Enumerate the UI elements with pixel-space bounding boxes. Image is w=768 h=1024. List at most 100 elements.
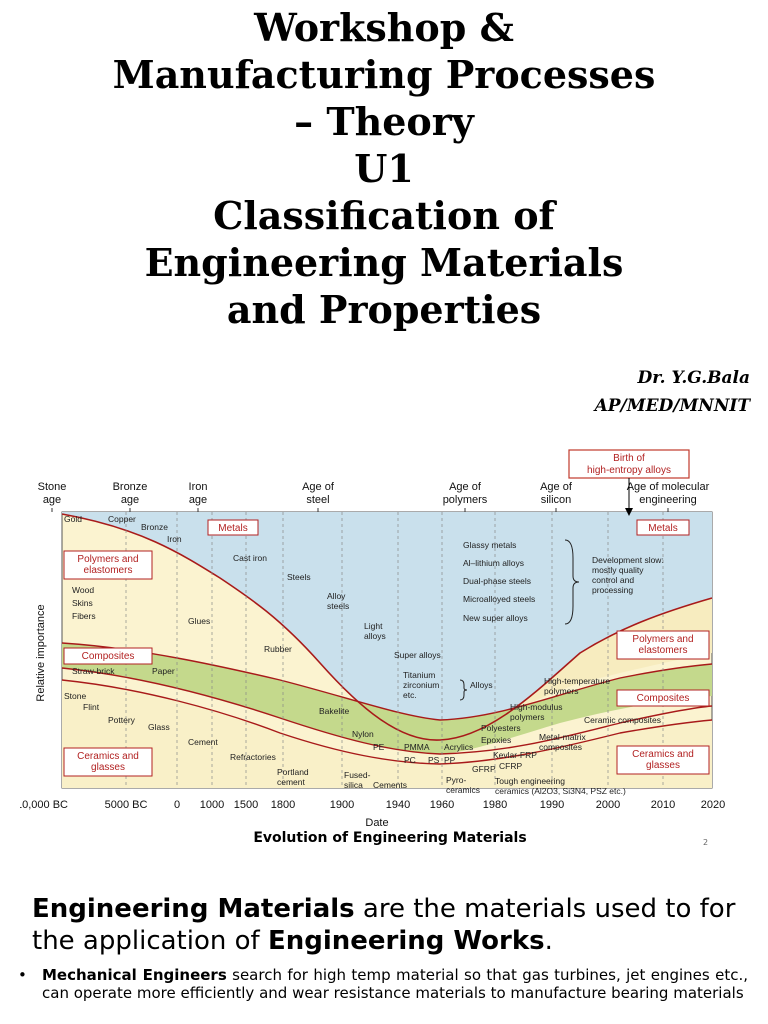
- arrow-head-icon: [625, 508, 633, 516]
- title-line: – Theory: [294, 99, 474, 144]
- slide-number: 2: [703, 838, 709, 847]
- x-tick-label: 1960: [430, 799, 454, 811]
- annotation: PP: [444, 755, 456, 765]
- materials-evolution-figure: 10,000 BC 5000 BC 0 1000 1500 1800 1900 1940 196…: [20, 448, 740, 838]
- annotation: Glues: [188, 616, 210, 626]
- age-label: Age of polymers: [443, 481, 488, 506]
- annotation: Straw-brick: [72, 666, 115, 676]
- annotation: Pyro-ceramics: [446, 775, 480, 795]
- annotation: Iron: [167, 534, 182, 544]
- author-name: Dr. Y.G.Bala: [637, 368, 750, 388]
- annotation: Steels: [287, 572, 311, 582]
- annotation: Alloy steels: [327, 591, 349, 611]
- title-line: Engineering Materials: [144, 240, 624, 285]
- annotation: Refractories: [230, 752, 276, 762]
- annotation: Portland cement: [277, 767, 309, 787]
- annotation: PS: [428, 755, 440, 765]
- annotation: Wood: [72, 585, 94, 595]
- bullet-list: • Mechanical Engineers search for high t…: [18, 966, 748, 1002]
- annotation: Fused-silica: [344, 770, 371, 790]
- x-tick-label: 10,000 BC: [20, 799, 68, 811]
- composites-right-label-box: [616, 689, 710, 707]
- ceramics-region: [62, 680, 712, 788]
- annotation: Nylon: [352, 729, 374, 739]
- intro-term-2: Engineering Works: [267, 926, 545, 956]
- metals-right-label: Metals: [648, 523, 677, 534]
- age-label: Age of molecular engineering: [627, 481, 710, 506]
- annotation: Bakelite: [319, 706, 350, 716]
- annotation: CFRP: [499, 761, 522, 771]
- age-label: Stone age: [38, 481, 67, 506]
- annotation: New super alloys: [463, 613, 528, 623]
- annotation: Cements: [373, 780, 407, 790]
- age-label: Age of silicon: [540, 481, 573, 506]
- annotation: Pottery: [108, 715, 136, 725]
- annotation: Skins: [72, 598, 93, 608]
- title-line: Workshop &: [254, 5, 514, 50]
- annotation: Kevlar-FRP: [493, 750, 537, 760]
- polymers-right-label: Polymers and elastomers: [632, 634, 693, 656]
- x-tick-label: 1800: [271, 799, 295, 811]
- composites-boundary: [61, 667, 713, 755]
- annotation: Cast iron: [233, 553, 267, 563]
- intro-term: Engineering Materials: [32, 894, 355, 924]
- annotation: Dual-phase steels: [463, 576, 531, 586]
- annotation: Glassy metals: [463, 540, 516, 550]
- title-line: U1: [354, 146, 414, 191]
- composites-band: [62, 643, 712, 754]
- y-axis-label: Relative importance: [35, 604, 47, 701]
- bullet-lead: Mechanical Engineers: [42, 966, 227, 984]
- annotation: Paper: [152, 666, 175, 676]
- figure-caption: Evolution of Engineering Materials: [253, 830, 527, 846]
- polymers-left-label: Polymers and elastomers: [77, 554, 138, 576]
- annotation: Fibers: [72, 611, 96, 621]
- annotation: Epoxies: [481, 735, 511, 745]
- x-tick-label: 1980: [483, 799, 507, 811]
- brace-icon: [459, 679, 468, 701]
- polymers-boundary: [61, 642, 713, 721]
- x-tick-label: 2000: [596, 799, 620, 811]
- annotation: High-temperature polymers: [544, 676, 610, 696]
- x-tick-label: 1990: [540, 799, 564, 811]
- x-tick-label: 1940: [386, 799, 410, 811]
- annotation: Rubber: [264, 644, 292, 654]
- ceramics-left-label: Ceramics and glasses: [77, 751, 139, 773]
- annotation: Microalloyed steels: [463, 594, 535, 604]
- annotation: Ceramic composites: [584, 715, 661, 725]
- annotation: PE: [373, 742, 385, 752]
- annotation: Cement: [188, 737, 218, 747]
- annotation: Copper: [108, 514, 136, 524]
- annotation: Development slow: mostly quality control a…: [592, 555, 664, 595]
- annotation: GFRP: [472, 764, 496, 774]
- composites-right-label: Composites: [637, 693, 690, 704]
- annotation: Tough engineering ceramics (Al2O3, Si3N4,…: [495, 776, 626, 796]
- age-label: Bronze age: [113, 481, 148, 506]
- bullet-text: search for high temp material so that ga…: [42, 966, 748, 1002]
- annotation: Polyesters: [481, 723, 521, 733]
- x-tick-label: 0: [174, 799, 180, 811]
- annotation: Stone: [64, 691, 86, 701]
- x-tick-label: 1000: [200, 799, 224, 811]
- metals-boundary: [61, 513, 713, 741]
- annotation: PMMA: [404, 742, 430, 752]
- annotation: Light alloys: [364, 621, 386, 641]
- annotation: PC: [404, 755, 416, 765]
- x-tick-label: 5000 BC: [105, 799, 148, 811]
- intro-paragraph: Engineering Materials are the materials …: [32, 893, 752, 957]
- annotation: Titanium zirconium etc.: [403, 670, 439, 700]
- ceramics-left-label-box: [63, 747, 153, 777]
- x-tick-label: 1900: [330, 799, 354, 811]
- composites-left-label: Composites: [82, 651, 135, 662]
- author-affiliation: AP/MED/MNNIT: [594, 396, 750, 416]
- author-block: Dr. Y.G.Bala AP/MED/MNNIT: [595, 364, 750, 420]
- list-item: • Mechanical Engineers search for high t…: [18, 966, 748, 1002]
- ceramics-boundary: [61, 679, 713, 765]
- annotation: Alloys: [470, 680, 493, 690]
- x-axis-label: Date: [365, 817, 388, 828]
- metals-region: [62, 512, 712, 741]
- intro-end: .: [544, 926, 553, 956]
- ceramics-right-label-box: [616, 745, 710, 775]
- metals-right-label-box: [636, 519, 690, 536]
- title-line: and Properties: [226, 287, 542, 332]
- annotation: Super alloys: [394, 650, 441, 660]
